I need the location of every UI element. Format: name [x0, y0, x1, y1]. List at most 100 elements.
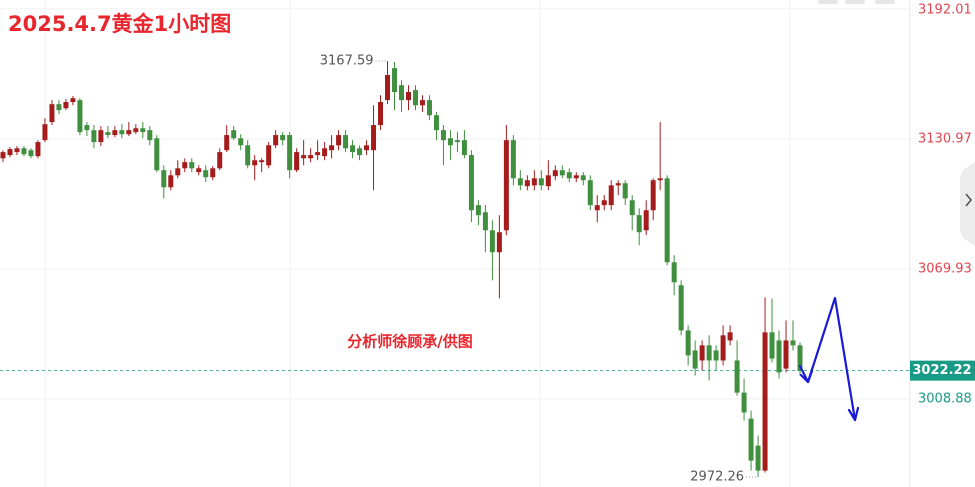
candle-body [385, 74, 391, 101]
candle-body [636, 215, 642, 233]
candle-body [797, 345, 803, 371]
candle-body [56, 104, 62, 111]
candle-body [315, 152, 321, 156]
candle-body [482, 212, 488, 231]
candle-body [713, 350, 719, 361]
candle-body [461, 140, 467, 156]
candle-body [301, 155, 307, 159]
candle-body [147, 130, 153, 141]
current-price-label: 3022.22 [912, 363, 971, 378]
candle-body [84, 125, 90, 131]
candle-body [35, 142, 41, 157]
candle-body [224, 135, 230, 151]
candle-body [112, 130, 118, 136]
candle-body [685, 330, 691, 356]
candle-body [594, 205, 600, 211]
candle-body [580, 175, 586, 181]
candle-body [105, 132, 111, 136]
candle-body [0, 152, 6, 159]
candle-body [475, 205, 481, 216]
candle-body [126, 130, 132, 135]
candle-body [77, 100, 83, 133]
candle-body [573, 175, 579, 179]
candle-body [664, 178, 670, 263]
candle-body [517, 178, 523, 186]
candle-body [28, 150, 34, 157]
candle-body [566, 172, 572, 179]
y-tick-label: 3008.88 [918, 392, 972, 407]
candle-body [364, 145, 370, 151]
candle-body [510, 140, 516, 179]
candle-body [538, 178, 544, 186]
candle-body [21, 148, 27, 155]
candle-body [329, 145, 335, 151]
toolbar-button[interactable] [845, 0, 865, 4]
candle-body [287, 135, 293, 171]
candle-body [552, 170, 558, 177]
forecast-arrow [798, 296, 860, 422]
candle-body [280, 135, 286, 141]
candle-body [336, 135, 342, 146]
candle-body [622, 183, 628, 199]
toolbar-button[interactable] [875, 0, 895, 4]
candle-body [252, 160, 258, 166]
candle-body [168, 175, 174, 188]
candle-body [259, 160, 265, 163]
side-tab-icon[interactable] [965, 193, 973, 207]
candle-body [42, 124, 48, 141]
candle-body [489, 230, 495, 253]
candle-body [496, 232, 502, 253]
candle-body [49, 104, 55, 123]
candle-body [91, 130, 97, 143]
candles [0, 60, 803, 478]
candle-body [629, 200, 635, 216]
candle-body [266, 145, 272, 166]
candle-body [231, 130, 237, 139]
overlay: 3008.88 3069.93 3130.97 3192.01 3167.59 2972.… [320, 3, 975, 485]
candle-body [399, 85, 404, 101]
candle-body [392, 68, 398, 93]
candle-body [119, 130, 125, 135]
candle-body [412, 90, 418, 106]
candle-body [63, 102, 69, 109]
vertical-grid [44, 0, 791, 487]
candle-body [203, 170, 209, 178]
low-label: 2972.26 [690, 470, 744, 485]
candle-body [741, 392, 747, 413]
candle-body [447, 138, 453, 146]
candle-body [378, 102, 384, 126]
candle-body [433, 115, 439, 131]
candle-body [783, 340, 789, 369]
current-price-box [910, 360, 975, 381]
candle-body [7, 149, 13, 156]
arrow-head [799, 369, 814, 384]
arrow-head [847, 406, 860, 422]
candle-body [308, 155, 314, 159]
candle-body [294, 152, 300, 171]
candle-body [706, 345, 712, 361]
candle-body [503, 140, 509, 231]
candle-body [161, 170, 167, 188]
candle-body [643, 210, 649, 231]
candle-body [440, 130, 446, 141]
candle-body [419, 100, 425, 106]
candle-body [559, 170, 565, 176]
candle-body [720, 335, 726, 361]
candle-body [699, 345, 705, 361]
candle-body [545, 175, 551, 187]
toolbar-button[interactable] [818, 0, 838, 4]
candle-body [175, 168, 181, 176]
watermark: 分析师徐顾承/供图 [347, 333, 472, 351]
candle-body [748, 418, 754, 461]
y-tick-label: 3130.97 [918, 131, 972, 146]
candle-body [154, 138, 160, 171]
candle-body [189, 162, 195, 169]
candle-body [405, 92, 411, 101]
y-tick-label: 3069.93 [918, 262, 972, 277]
candle-body [14, 148, 20, 153]
candle-body [615, 183, 621, 186]
side-tab[interactable] [960, 162, 975, 246]
candle-body [322, 148, 328, 157]
